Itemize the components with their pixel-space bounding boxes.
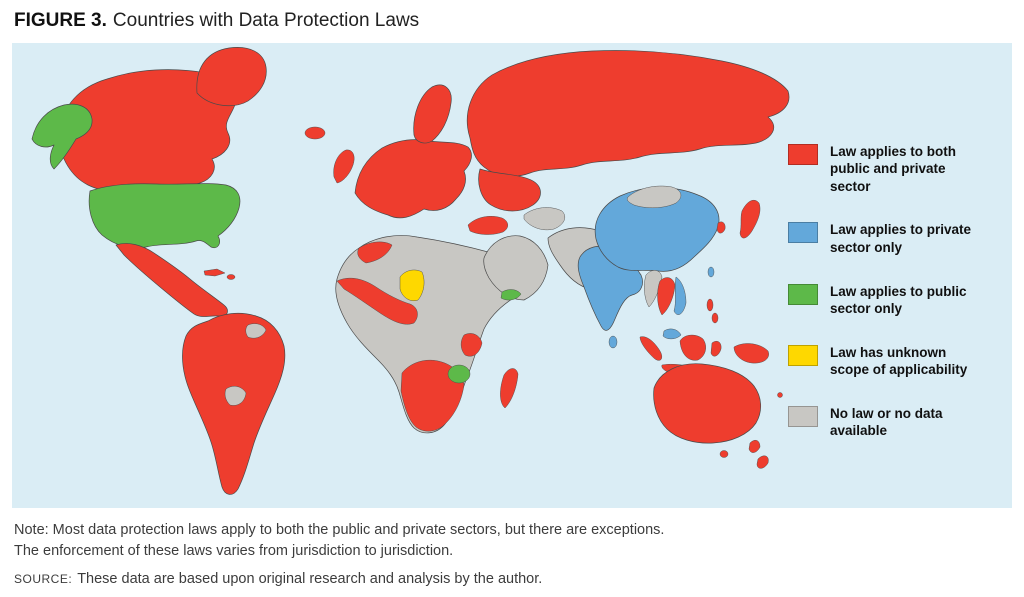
region-tasmania [719, 450, 729, 458]
legend: Law applies to both public and private s… [788, 143, 1006, 466]
legend-label-unknown-scope: Law has unknown scope of applicability [830, 344, 968, 378]
figure-header: FIGURE 3. Countries with Data Protection … [14, 10, 1012, 33]
region-borneo [679, 334, 706, 361]
region-east-africa [460, 333, 483, 357]
region-niger [399, 269, 425, 301]
region-cuba [203, 268, 226, 277]
legend-swatch-green [788, 283, 818, 305]
region-greenland [196, 46, 267, 106]
region-central-asia [523, 207, 565, 230]
region-uk [333, 149, 355, 184]
legend-swatch-red [788, 143, 818, 165]
region-sri-lanka [608, 335, 618, 349]
legend-label-no-law: No law or no data available [830, 405, 943, 439]
region-southern-africa [400, 359, 465, 432]
legend-swatch-yellow [788, 344, 818, 366]
region-taiwan [707, 266, 715, 278]
region-china [594, 187, 720, 272]
region-sumatra [639, 336, 662, 361]
region-turkey [467, 215, 508, 235]
note-text: Note: Most data protection laws apply to… [14, 521, 665, 559]
region-australia [653, 363, 761, 444]
region-mexico-central-america [115, 242, 228, 317]
region-new-guinea [733, 343, 769, 364]
region-malaysia [662, 328, 682, 339]
region-new-zealand-north [748, 439, 761, 453]
legend-swatch-blue [788, 222, 818, 244]
region-sulawesi [710, 340, 722, 357]
region-kazakhstan [478, 168, 541, 212]
region-russia [466, 49, 790, 177]
region-myanmar [644, 269, 663, 308]
figure-label: FIGURE 3. [14, 10, 107, 31]
region-new-zealand-south [756, 455, 769, 469]
world-map-regions [31, 46, 790, 495]
figure-notes: Note: Most data protection laws apply to… [14, 520, 1010, 587]
source-label: SOURCE: [14, 571, 73, 586]
region-thailand [657, 277, 676, 316]
region-guyana-gray [245, 323, 267, 339]
legend-item-private-only: Law applies to private sector only [788, 221, 1006, 256]
region-iceland [304, 126, 326, 140]
region-vietnam [673, 276, 687, 315]
region-bolivia-gray [224, 385, 247, 406]
figure-title: Countries with Data Protection Laws [112, 10, 420, 31]
source-text: These data are based upon original resea… [77, 570, 543, 587]
legend-item-unknown-scope: Law has unknown scope of applicability [788, 344, 1006, 379]
region-zimbabwe [447, 364, 471, 384]
region-philippines-2 [711, 312, 719, 324]
region-korea [716, 221, 726, 234]
source-line: SOURCE: These data are based upon origina… [14, 571, 1010, 587]
region-madagascar [500, 368, 519, 409]
legend-item-both-sectors: Law applies to both public and private s… [788, 143, 1006, 196]
region-philippines-1 [706, 298, 714, 312]
region-scandinavia [413, 84, 452, 144]
legend-item-public-only: Law applies to public sector only [788, 283, 1006, 318]
region-middle-east [483, 235, 549, 301]
region-usa [88, 183, 241, 248]
region-japan [739, 199, 761, 239]
region-northwest-africa [357, 241, 393, 264]
legend-swatch-gray [788, 405, 818, 427]
legend-label-public-only: Law applies to public sector only [830, 283, 967, 317]
region-mongolia [627, 185, 682, 208]
region-yemen [500, 289, 522, 301]
region-west-africa [336, 277, 418, 325]
region-hispaniola [226, 274, 236, 280]
map-panel: Law applies to both public and private s… [12, 42, 1012, 508]
legend-item-no-law: No law or no data available [788, 405, 1006, 440]
region-europe [354, 139, 472, 218]
region-alaska [31, 103, 93, 170]
world-map [31, 46, 790, 495]
legend-label-private-only: Law applies to private sector only [830, 222, 972, 255]
legend-label-both-sectors: Law applies to both public and private s… [830, 143, 957, 194]
region-fiji [777, 392, 783, 398]
